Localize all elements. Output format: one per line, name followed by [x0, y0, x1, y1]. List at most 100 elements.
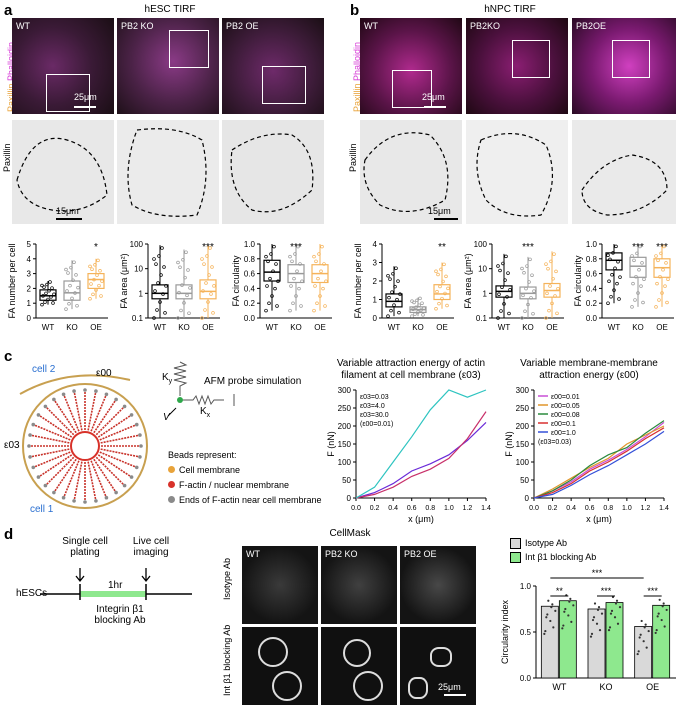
- data-point: [64, 307, 68, 311]
- legend-swatch-icon: [510, 552, 521, 564]
- actin-filament: [44, 405, 75, 436]
- data-point: [40, 283, 44, 288]
- actin-end-bead: [134, 465, 139, 470]
- d-legend: Isotype Ab Int β1 blocking Ab: [510, 536, 596, 564]
- data-point: [508, 288, 512, 292]
- data-point: [298, 262, 302, 266]
- legend-label: (ε03=0.03): [538, 439, 571, 446]
- panel-d-label: d: [4, 526, 14, 543]
- actin-end-bead: [129, 413, 134, 417]
- x-tick-label: KO: [522, 323, 534, 332]
- data-point: [553, 294, 557, 298]
- bead-item: Cell membrane: [168, 463, 322, 478]
- data-point: [434, 269, 438, 274]
- x-tick-label: OE: [90, 323, 102, 332]
- actin-end-bead: [61, 392, 66, 397]
- data-point: [99, 294, 103, 298]
- data-point: [654, 305, 658, 309]
- x-tick-label: 0.4: [566, 505, 576, 512]
- data-point: [636, 291, 640, 295]
- y-tick-label: 1: [373, 296, 378, 305]
- data-point: [98, 269, 102, 273]
- data-point: [606, 253, 610, 257]
- bead-item: F-actin / nuclear membrane: [168, 478, 322, 493]
- data-point: [639, 633, 642, 636]
- bar: [587, 608, 606, 679]
- data-point: [164, 284, 168, 288]
- data-point: [440, 296, 444, 301]
- data-point: [520, 266, 524, 271]
- data-point: [157, 254, 161, 258]
- data-point: [205, 254, 209, 258]
- data-point: [274, 262, 278, 266]
- data-point: [323, 304, 327, 308]
- actin-filament: [37, 454, 73, 478]
- data-point: [617, 297, 621, 301]
- data-point: [563, 610, 566, 613]
- data-point: [547, 599, 550, 602]
- significance-label: **: [438, 242, 446, 253]
- b-zoom-side-label: Paxillin: [348, 143, 358, 172]
- data-point: [610, 609, 614, 612]
- data-point: [666, 277, 670, 281]
- data-point: [297, 286, 301, 291]
- box-body: [385, 293, 403, 308]
- data-point: [411, 307, 415, 312]
- data-point: [269, 252, 273, 256]
- legend-label: ε00=1.0: [551, 430, 576, 437]
- data-point: [155, 308, 159, 312]
- data-point: [275, 304, 279, 308]
- image-label: PB2 OE: [226, 21, 259, 31]
- actin-end-bead: [104, 495, 109, 500]
- data-point: [546, 266, 550, 271]
- y-tick-label: 0.6: [586, 270, 598, 279]
- data-point: [554, 269, 558, 274]
- y-tick-label: 0.4: [586, 284, 598, 293]
- data-point: [529, 296, 533, 300]
- data-point: [186, 268, 190, 272]
- data-point: [595, 622, 599, 625]
- data-point: [609, 294, 613, 299]
- bead-dot-icon: [168, 466, 175, 473]
- cell1-label: cell 1: [30, 504, 54, 515]
- x-tick-label: OE: [202, 323, 214, 332]
- y-tick-label: 0: [347, 494, 352, 503]
- box-body: [199, 279, 217, 300]
- data-point: [41, 294, 45, 298]
- actin-end-bead: [104, 392, 109, 397]
- data-point: [294, 294, 298, 298]
- beads-title: Beads represent:: [168, 450, 237, 460]
- data-point: [615, 281, 619, 286]
- data-point: [543, 632, 546, 635]
- data-point: [532, 289, 536, 293]
- data-point: [657, 612, 660, 615]
- data-point: [68, 283, 72, 288]
- data-point: [212, 284, 216, 288]
- data-point: [391, 271, 395, 276]
- data-point: [393, 284, 397, 289]
- y-tick-label: 0.5: [520, 628, 532, 637]
- a-micrograph-ko: PB2 KO: [117, 18, 219, 114]
- panel-a-label: a: [4, 2, 13, 19]
- significance-label: **: [556, 586, 564, 596]
- y-axis-label: FA area (μm²): [463, 253, 473, 308]
- x-tick-label: 1.2: [641, 505, 651, 512]
- data-point: [526, 302, 530, 307]
- data-point: [638, 244, 642, 249]
- data-point: [655, 281, 659, 286]
- data-point: [550, 606, 553, 609]
- y-tick-label: 0.0: [244, 314, 256, 323]
- bar: [605, 602, 624, 679]
- a-zoom-wt: 15μm: [12, 120, 114, 224]
- data-point: [43, 300, 47, 304]
- x-tick-label: KO: [412, 323, 424, 332]
- data-point: [497, 292, 501, 297]
- actin-filament: [37, 414, 73, 438]
- x-tick-label: WT: [498, 323, 511, 332]
- y-axis-label: FA circularity: [231, 255, 241, 307]
- data-point: [435, 289, 439, 294]
- d-img-isotype-wt: WT: [242, 546, 318, 624]
- data-point: [183, 275, 187, 280]
- beads-legend: Beads represent: Cell membrane F-actin /…: [168, 448, 322, 508]
